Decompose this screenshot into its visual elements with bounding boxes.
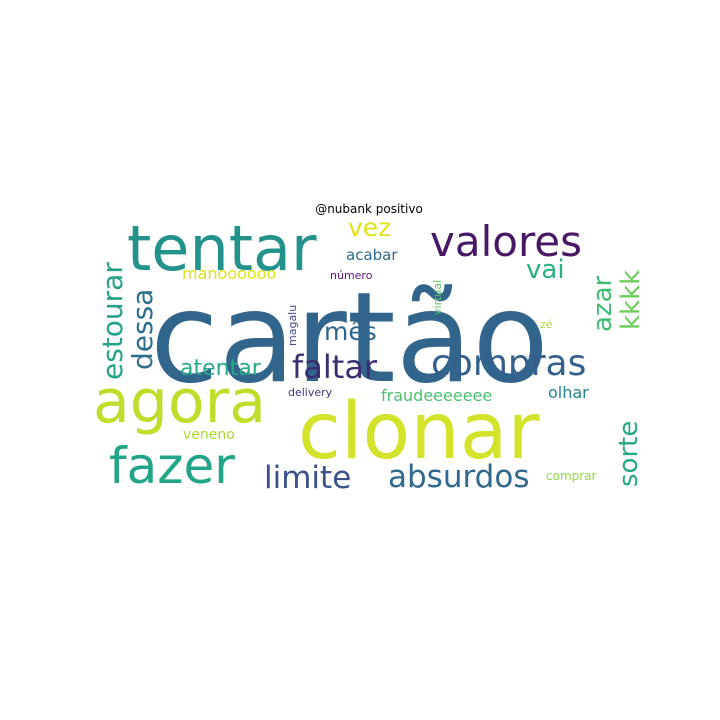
word-15: azar [588,275,618,332]
chart-title: @nubank positivo [315,202,423,216]
word-12: mês [324,317,377,346]
word-29: comprar [546,469,597,483]
word-19: acabar [346,246,398,264]
word-0: cartão [150,266,549,411]
word-16: kkkk [616,270,646,330]
word-25: delivery [288,386,333,399]
word-27: olhar [548,383,589,402]
word-22: virtual [431,280,444,315]
word-14: vai [526,255,565,285]
word-13: atentar [180,356,262,381]
word-9: faltar [292,348,378,386]
word-1: clonar [298,387,541,477]
word-4: fazer [109,437,235,495]
word-10: estourar [96,262,129,380]
word-11: dessa [126,289,159,370]
word-8: limite [264,460,351,496]
word-20: manoooooo [182,264,276,283]
word-26: fraudeeeeeee [381,386,492,405]
word-21: número [330,269,373,282]
word-24: zé [540,318,553,331]
word-23: magalu [286,305,299,346]
word-6: compras [431,343,586,384]
word-7: absurdos [388,459,529,495]
word-17: sorte [614,421,644,487]
word-5: valores [430,217,582,266]
word-28: veneno [183,427,235,443]
word-2: tentar [127,212,317,285]
word-3: agora [93,367,266,437]
word-18: vez [348,213,391,242]
